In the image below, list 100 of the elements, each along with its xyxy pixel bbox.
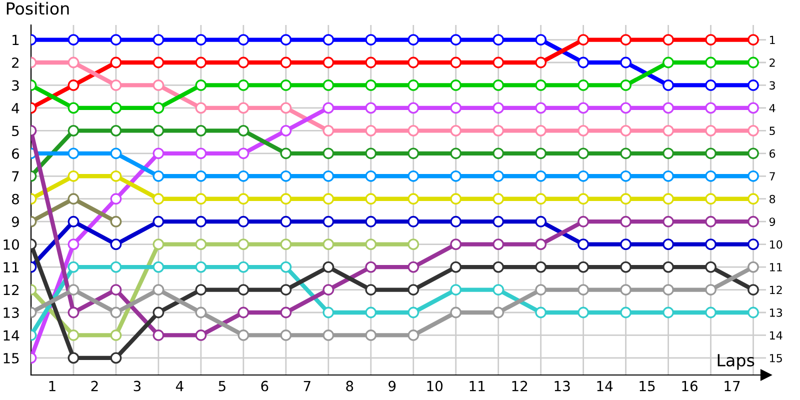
y2-tick-label: 6 bbox=[770, 149, 776, 158]
y2-tick-label: 5 bbox=[770, 126, 775, 136]
point bbox=[535, 80, 547, 91]
point bbox=[450, 216, 462, 228]
point bbox=[68, 216, 80, 228]
x-tick-label: 17 bbox=[724, 380, 740, 392]
x-tick-label: 7 bbox=[304, 380, 310, 392]
point bbox=[705, 193, 716, 205]
y-tick-label: 9 bbox=[12, 216, 19, 228]
point bbox=[748, 56, 759, 68]
y-tick-label: 1 bbox=[12, 34, 19, 46]
point bbox=[578, 56, 590, 68]
point bbox=[620, 216, 632, 228]
point bbox=[365, 102, 377, 114]
point bbox=[408, 238, 420, 250]
point bbox=[748, 124, 759, 136]
point bbox=[280, 238, 292, 250]
point bbox=[322, 284, 334, 296]
point bbox=[238, 261, 250, 273]
point bbox=[68, 124, 80, 136]
point bbox=[450, 238, 462, 250]
point bbox=[280, 148, 292, 160]
point bbox=[492, 124, 504, 136]
point bbox=[578, 34, 590, 46]
point bbox=[748, 261, 759, 273]
point bbox=[322, 170, 334, 182]
point bbox=[365, 261, 377, 273]
y-tick-label: 13 bbox=[4, 307, 19, 318]
y2-tick-label: 15 bbox=[770, 354, 782, 362]
point bbox=[535, 306, 547, 318]
point bbox=[450, 284, 462, 296]
point bbox=[238, 56, 250, 68]
point bbox=[110, 352, 122, 364]
point bbox=[408, 124, 420, 136]
point bbox=[748, 238, 759, 250]
point bbox=[322, 193, 334, 205]
point bbox=[620, 238, 632, 250]
point bbox=[535, 102, 547, 114]
point bbox=[705, 238, 716, 250]
point bbox=[662, 56, 674, 68]
point bbox=[535, 284, 547, 296]
point bbox=[110, 56, 122, 68]
point bbox=[748, 284, 759, 296]
point bbox=[322, 148, 334, 160]
y-tick-label: 8 bbox=[12, 194, 19, 204]
point bbox=[68, 56, 80, 68]
x-tick-label: 2 bbox=[91, 380, 98, 392]
x-tick-label: 14 bbox=[597, 380, 613, 392]
point bbox=[705, 124, 716, 136]
y2-tick-label: 10 bbox=[770, 240, 782, 249]
point bbox=[578, 261, 590, 273]
y2-tick-label: 9 bbox=[769, 218, 776, 226]
point bbox=[322, 124, 334, 136]
point bbox=[280, 330, 292, 341]
point bbox=[195, 124, 207, 136]
y2-tick-label: 11 bbox=[770, 263, 782, 272]
point bbox=[450, 193, 462, 205]
point bbox=[578, 193, 590, 205]
x-tick-label: 8 bbox=[346, 380, 354, 392]
point bbox=[662, 284, 674, 296]
y2-tick-label: 3 bbox=[770, 81, 775, 90]
point bbox=[492, 170, 504, 182]
x-tick-label: 10 bbox=[427, 380, 443, 392]
point bbox=[68, 330, 80, 341]
point bbox=[705, 102, 716, 114]
point bbox=[408, 330, 420, 341]
point bbox=[322, 56, 334, 68]
y2-tick-label: 7 bbox=[770, 172, 775, 180]
point bbox=[68, 238, 80, 250]
point bbox=[152, 80, 164, 91]
point bbox=[620, 284, 632, 296]
point bbox=[68, 284, 80, 296]
point bbox=[280, 193, 292, 205]
point bbox=[408, 148, 420, 160]
y-tick-label: 3 bbox=[12, 80, 19, 91]
point bbox=[238, 306, 250, 318]
point bbox=[238, 34, 250, 46]
x-tick-label: 16 bbox=[682, 380, 698, 392]
y-tick-label: 14 bbox=[4, 330, 20, 341]
point bbox=[195, 261, 207, 273]
point bbox=[535, 193, 547, 205]
point bbox=[748, 34, 759, 46]
point bbox=[280, 306, 292, 318]
point bbox=[365, 124, 377, 136]
x-tick-label: 12 bbox=[512, 380, 528, 392]
point bbox=[195, 56, 207, 68]
y-tick-label: 6 bbox=[12, 148, 20, 159]
point bbox=[705, 261, 716, 273]
point bbox=[110, 330, 122, 341]
point bbox=[68, 193, 80, 205]
point bbox=[620, 148, 632, 160]
point bbox=[492, 56, 504, 68]
point bbox=[662, 34, 674, 46]
point bbox=[748, 148, 759, 160]
x-tick-label: 4 bbox=[176, 380, 184, 392]
point bbox=[68, 170, 80, 182]
y-tick-label: 12 bbox=[4, 284, 18, 296]
point bbox=[535, 56, 547, 68]
y-tick-label: 5 bbox=[12, 126, 19, 136]
point bbox=[578, 170, 590, 182]
